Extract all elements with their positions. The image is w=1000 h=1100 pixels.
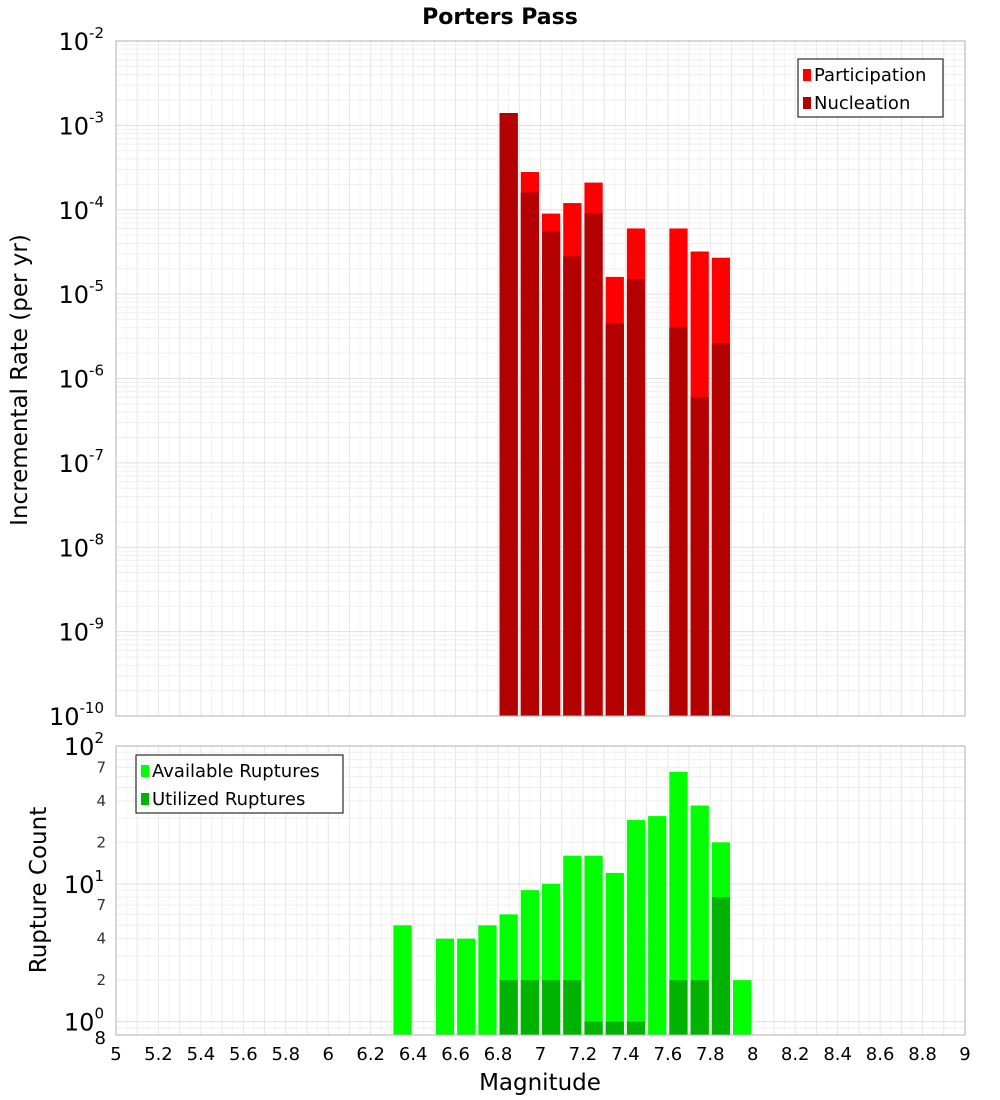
x-tick-label: 8	[747, 1044, 758, 1065]
top-y-axis-label: Incremental Rate (per yr)	[7, 234, 33, 526]
bar-available-ruptures	[605, 872, 624, 1035]
x-tick-label: 8.6	[866, 1044, 895, 1065]
y-tick-label: 100	[64, 1005, 104, 1037]
x-axis-label: Magnitude	[479, 1070, 601, 1096]
bar-nucleation	[520, 192, 539, 717]
bar-utilized-ruptures	[669, 980, 688, 1035]
legend-swatch	[803, 97, 811, 109]
bar-nucleation	[542, 231, 561, 716]
x-tick-label: 6.6	[441, 1044, 470, 1065]
legend-label: Available Ruptures	[152, 761, 320, 782]
top-y-tick-labels: 10-10 10-9 10-8 10-7 10-6 10-5 10-4 10-3 10-2	[49, 24, 104, 731]
bar-available-ruptures	[669, 771, 688, 1035]
top-plot-grid	[115, 41, 966, 717]
y-tick-label: 10-2	[58, 24, 104, 56]
minor-tick-label: 2	[96, 833, 106, 851]
bar-utilized-ruptures	[542, 980, 561, 1035]
legend-swatch	[141, 765, 149, 777]
bar-nucleation	[499, 113, 518, 716]
y-tick-label: 10-8	[58, 530, 104, 562]
bar-nucleation	[626, 279, 646, 716]
legend-label: Utilized Ruptures	[152, 789, 305, 810]
y-tick-label: 10-4	[58, 193, 104, 225]
x-tick-label: 8.4	[823, 1044, 852, 1065]
legend-swatch	[803, 69, 811, 81]
x-tick-label: 5.4	[187, 1044, 216, 1065]
bottom-plot-bars	[393, 771, 752, 1035]
x-tick-label: 6	[323, 1044, 334, 1065]
y-tick-label: 102	[64, 729, 104, 761]
bar-utilized-ruptures	[563, 980, 582, 1035]
legend-label: Participation	[814, 65, 926, 86]
x-tick-labels: 5 5.2 5.4 5.6 5.8 6 6.2 6.4 6.6 6.8 7 7.2 7.4 7.6 7.8 8…	[110, 1044, 970, 1065]
x-tick-label: 7.4	[611, 1044, 640, 1065]
bar-available-ruptures	[584, 855, 603, 1035]
chart-title: Porters Pass	[422, 5, 578, 30]
minor-tick-label: 7	[96, 758, 106, 776]
top-plot-frame	[115, 40, 966, 717]
bar-nucleation	[690, 397, 709, 716]
legend-box	[797, 58, 944, 118]
legend-box	[135, 754, 344, 814]
x-tick-label: 9	[959, 1044, 970, 1065]
x-tick-label: 7.6	[654, 1044, 683, 1065]
bar-utilized-ruptures	[690, 980, 709, 1035]
bar-nucleation	[563, 256, 582, 716]
x-tick-label: 6.8	[484, 1044, 513, 1065]
x-tick-label: 6.4	[399, 1044, 428, 1065]
x-tick-label: 6.2	[356, 1044, 385, 1065]
minor-tick-label: 7	[96, 896, 106, 914]
minor-tick-label: 4	[96, 792, 106, 810]
bar-utilized-ruptures	[499, 980, 518, 1035]
x-tick-label: 5.6	[229, 1044, 258, 1065]
x-tick-label: 7	[535, 1044, 546, 1065]
y-tick-label: 10-3	[58, 108, 104, 140]
minor-tick-label: 2	[96, 971, 106, 989]
bottom-y-axis-label: Rupture Count	[26, 807, 52, 973]
bar-available-ruptures	[393, 925, 412, 1035]
bottom-legend: Available Ruptures Utilized Ruptures	[135, 754, 344, 814]
minor-tick-label: 4	[96, 930, 106, 948]
y-tick-label: 10-9	[58, 615, 104, 647]
top-legend: Participation Nucleation	[797, 58, 944, 118]
bar-utilized-ruptures	[584, 1021, 603, 1035]
y-tick-label: 10-10	[49, 699, 104, 731]
y-tick-label: 10-7	[58, 446, 104, 478]
bar-utilized-ruptures	[626, 1021, 646, 1035]
x-tick-label: 5	[110, 1044, 121, 1065]
x-tick-label: 7.2	[569, 1044, 598, 1065]
bottom-minor-tick-labels: 7 4 2 7 4 2 8	[95, 758, 106, 1049]
bottom-y-tick-labels: 102 101 100	[64, 729, 104, 1037]
x-tick-label: 5.8	[271, 1044, 300, 1065]
bar-utilized-ruptures	[520, 980, 539, 1035]
bar-nucleation	[669, 327, 688, 716]
bottom-plot-frame	[115, 745, 966, 1036]
y-tick-label: 10-5	[58, 277, 104, 309]
bar-available-ruptures	[626, 820, 646, 1035]
bar-available-ruptures	[478, 925, 497, 1035]
x-tick-label: 7.8	[696, 1044, 725, 1065]
bar-utilized-ruptures	[605, 1021, 624, 1035]
y-tick-label: 10-6	[58, 362, 104, 394]
bar-available-ruptures	[690, 805, 709, 1035]
bar-nucleation	[711, 343, 731, 716]
legend-swatch	[141, 793, 149, 805]
bar-available-ruptures	[733, 980, 752, 1035]
y-tick-label: 101	[64, 867, 104, 899]
x-tick-label: 8.8	[908, 1044, 937, 1065]
bar-available-ruptures	[457, 938, 476, 1035]
top-plot-bars	[499, 113, 731, 717]
x-tick-label: 5.2	[144, 1044, 173, 1065]
minor-tick-label: 8	[95, 1028, 106, 1049]
bar-utilized-ruptures	[711, 897, 731, 1035]
legend-label: Nucleation	[814, 93, 910, 114]
bar-available-ruptures	[435, 938, 455, 1035]
bar-nucleation	[584, 213, 603, 717]
x-tick-label: 8.2	[781, 1044, 810, 1065]
bar-nucleation	[605, 323, 624, 716]
bar-available-ruptures	[648, 816, 667, 1035]
